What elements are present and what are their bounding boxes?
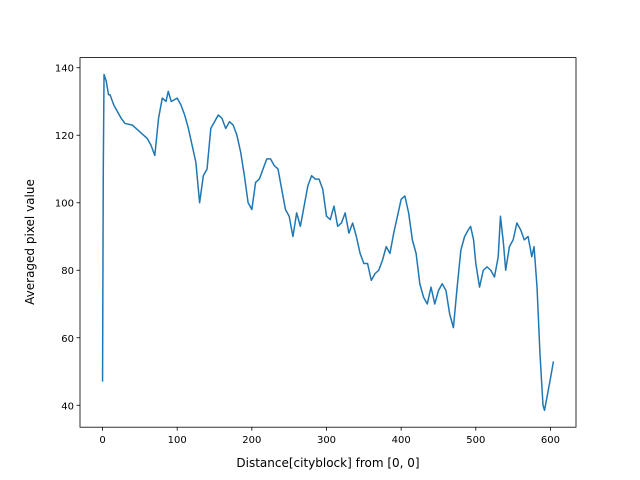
x-tick-label: 400 bbox=[392, 435, 411, 446]
y-tick-label: 120 bbox=[55, 131, 74, 142]
y-tick-label: 60 bbox=[61, 334, 74, 345]
x-tick-label: 0 bbox=[99, 435, 105, 446]
x-axis-label: Distance[cityblock] from [0, 0] bbox=[236, 456, 419, 470]
y-axis-label: Averaged pixel value bbox=[23, 179, 37, 305]
x-tick-label: 500 bbox=[466, 435, 485, 446]
y-tick-label: 100 bbox=[55, 199, 74, 210]
x-tick-label: 200 bbox=[242, 435, 261, 446]
y-tick-label: 80 bbox=[61, 266, 74, 277]
y-tick-label: 40 bbox=[61, 401, 74, 412]
x-tick-label: 600 bbox=[541, 435, 560, 446]
x-tick-label: 100 bbox=[168, 435, 187, 446]
x-tick-label: 300 bbox=[317, 435, 336, 446]
plot-frame bbox=[79, 57, 577, 428]
y-tick-label: 140 bbox=[55, 64, 74, 75]
data-line bbox=[101, 73, 555, 412]
